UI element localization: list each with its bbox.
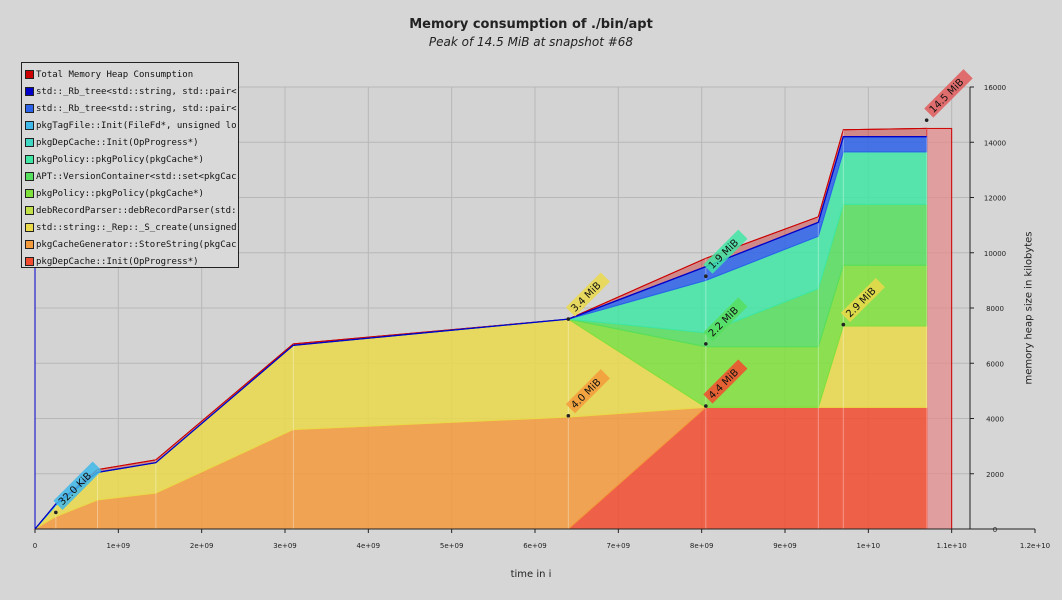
legend-item: debRecordParser::debRecordParser(std:... [22,202,238,219]
legend-swatch [25,206,34,215]
legend-item: pkgDepCache::Init(OpProgress*) [22,253,238,270]
y-tick-label: 2000 [986,471,1004,479]
y-tick-label: 4000 [986,416,1004,424]
peak-snapshot-area [926,127,953,530]
legend-swatch [25,257,34,266]
chart-title: Memory consumption of ./bin/apt [409,17,653,32]
legend-swatch [25,121,34,130]
x-tick-label: 0 [33,542,37,550]
legend-label: pkgCacheGenerator::StoreString(pkgCac... [36,239,238,250]
legend-item: pkgDepCache::Init(OpProgress*) [22,134,238,151]
y-tick-label: 14000 [984,139,1006,147]
legend-swatch [25,240,34,249]
annotation-box [565,369,610,414]
series-areas [33,127,953,530]
annotation-point [566,317,571,321]
chart-subtitle: Peak of 14.5 MiB at snapshot #68 [428,35,634,49]
annotation-point [704,342,708,346]
legend-label: pkgPolicy::pkgPolicy(pkgCache*) [36,154,204,165]
y-tick-label: 0 [993,526,997,534]
legend-item: std::string::_Rep::_S_create(unsigned... [22,219,238,236]
x-tick-label: 1.2e+10 [1020,542,1050,550]
legend-label: std::_Rb_tree<std::string, std::pair<... [36,86,238,97]
annotation-point [566,413,571,418]
annotation-box [703,359,748,404]
x-tick-label: 7e+09 [607,542,631,550]
x-tick-label: 3e+09 [273,542,297,550]
annotation-box [703,297,748,342]
legend-label: pkgTagFile::Init(FileFd*, unsigned lo... [36,120,238,131]
y-tick-label: 12000 [984,195,1006,203]
x-tick-label: 2e+09 [190,542,214,550]
x-tick-label: 9e+09 [773,542,797,550]
legend-label: pkgPolicy::pkgPolicy(pkgCache*) [36,188,204,199]
x-tick-label: 4e+09 [357,542,381,550]
legend-swatch [25,172,34,181]
x-tick-label: 1.1e+10 [937,542,967,550]
legend-item: pkgPolicy::pkgPolicy(pkgCache*) [22,185,238,202]
x-tick-label: 6e+09 [523,542,547,550]
annotation-box [565,272,610,317]
legend-item: pkgCacheGenerator::StoreString(pkgCac... [22,236,238,253]
legend-label: std::_Rb_tree<std::string, std::pair<... [36,103,238,114]
legend-swatch [25,104,34,113]
annotation-point [54,510,58,515]
legend-swatch [25,155,34,164]
annotation-point [704,274,708,279]
legend-item: Total Memory Heap Consumption [22,66,238,83]
annotation-point [924,118,929,122]
legend-label: std::string::_Rep::_S_create(unsigned... [36,222,238,233]
legend-item: std::_Rb_tree<std::string, std::pair<... [22,83,238,100]
y-axis-label: memory heap size in kilobytes [1023,231,1035,385]
legend-item: pkgTagFile::Init(FileFd*, unsigned lo... [22,117,238,134]
annotation-box [703,229,748,274]
legend-swatch [25,87,34,96]
y-tick-label: 8000 [986,305,1004,313]
legend-item: std::_Rb_tree<std::string, std::pair<... [22,100,238,117]
annotation-box [53,461,102,510]
x-tick-label: 8e+09 [690,542,714,550]
x-axis-label: time in i [510,569,552,580]
legend-swatch [25,138,34,147]
y-tick-label: 10000 [984,250,1006,258]
y-tick-label: 16000 [984,84,1006,92]
annotation-point [704,404,708,408]
annotation-point [841,322,846,327]
legend-label: Total Memory Heap Consumption [36,69,194,80]
legend-swatch [25,189,34,198]
annotation-box [924,69,973,118]
legend-label: pkgDepCache::Init(OpProgress*) [36,256,199,267]
y-tick-label: 6000 [986,360,1004,368]
x-tick-label: 5e+09 [440,542,464,550]
legend-item: pkgPolicy::pkgPolicy(pkgCache*) [22,151,238,168]
legend-label: APT::VersionContainer<std::set<pkgCac... [36,171,238,182]
annotation-box [840,277,885,323]
legend-label: debRecordParser::debRecordParser(std:... [36,205,238,216]
x-tick-label: 1e+09 [107,542,131,550]
legend-swatch [25,70,34,79]
legend-swatch [25,223,34,232]
legend-label: pkgDepCache::Init(OpProgress*) [36,137,199,148]
legend-item: APT::VersionContainer<std::set<pkgCac... [22,168,238,185]
x-tick-label: 1e+10 [857,542,881,550]
